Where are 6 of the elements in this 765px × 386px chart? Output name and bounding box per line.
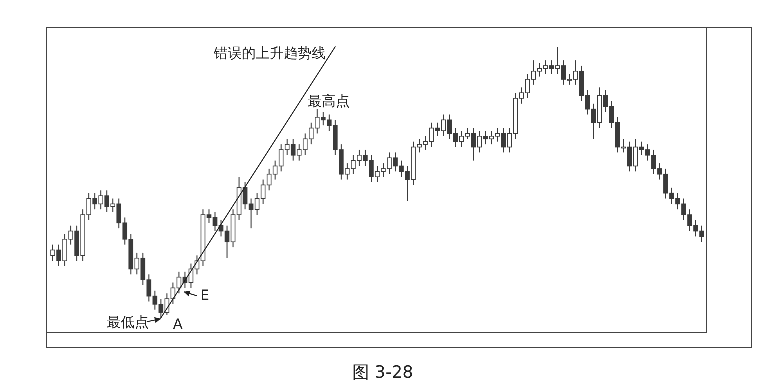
annotation: E bbox=[200, 288, 210, 304]
annotation: 最低点 bbox=[107, 315, 149, 331]
annotation: A bbox=[173, 317, 184, 333]
caption: 图 3-28 bbox=[352, 363, 414, 383]
annotation: 最高点 bbox=[308, 94, 350, 110]
annotation: 错误的上升趋势线 bbox=[213, 46, 326, 62]
